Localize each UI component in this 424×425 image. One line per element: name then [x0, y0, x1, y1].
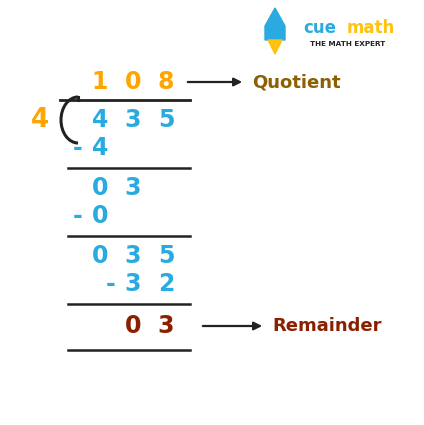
- Text: 2: 2: [158, 272, 174, 296]
- Text: 4: 4: [92, 136, 108, 160]
- Text: 8: 8: [158, 70, 174, 94]
- Text: 4: 4: [31, 107, 49, 133]
- Text: 3: 3: [125, 176, 141, 200]
- Text: 0: 0: [92, 204, 108, 228]
- Text: 5: 5: [158, 244, 174, 268]
- Text: Remainder: Remainder: [272, 317, 382, 335]
- Text: 3: 3: [125, 108, 141, 132]
- Text: 1: 1: [92, 70, 108, 94]
- Polygon shape: [265, 8, 285, 40]
- Text: Quotient: Quotient: [252, 73, 340, 91]
- Text: cue: cue: [303, 19, 336, 37]
- Text: 0: 0: [125, 314, 141, 338]
- Text: 3: 3: [158, 314, 174, 338]
- Text: 3: 3: [125, 272, 141, 296]
- Text: -: -: [73, 136, 83, 160]
- Text: 5: 5: [158, 108, 174, 132]
- Text: 0: 0: [92, 176, 108, 200]
- Text: 4: 4: [92, 108, 108, 132]
- Text: 0: 0: [125, 70, 141, 94]
- Polygon shape: [268, 40, 282, 54]
- Text: 3: 3: [125, 244, 141, 268]
- Text: -: -: [73, 204, 83, 228]
- Text: -: -: [106, 272, 116, 296]
- Text: 0: 0: [92, 244, 108, 268]
- Text: THE MATH EXPERT: THE MATH EXPERT: [310, 41, 385, 47]
- Text: math: math: [347, 19, 395, 37]
